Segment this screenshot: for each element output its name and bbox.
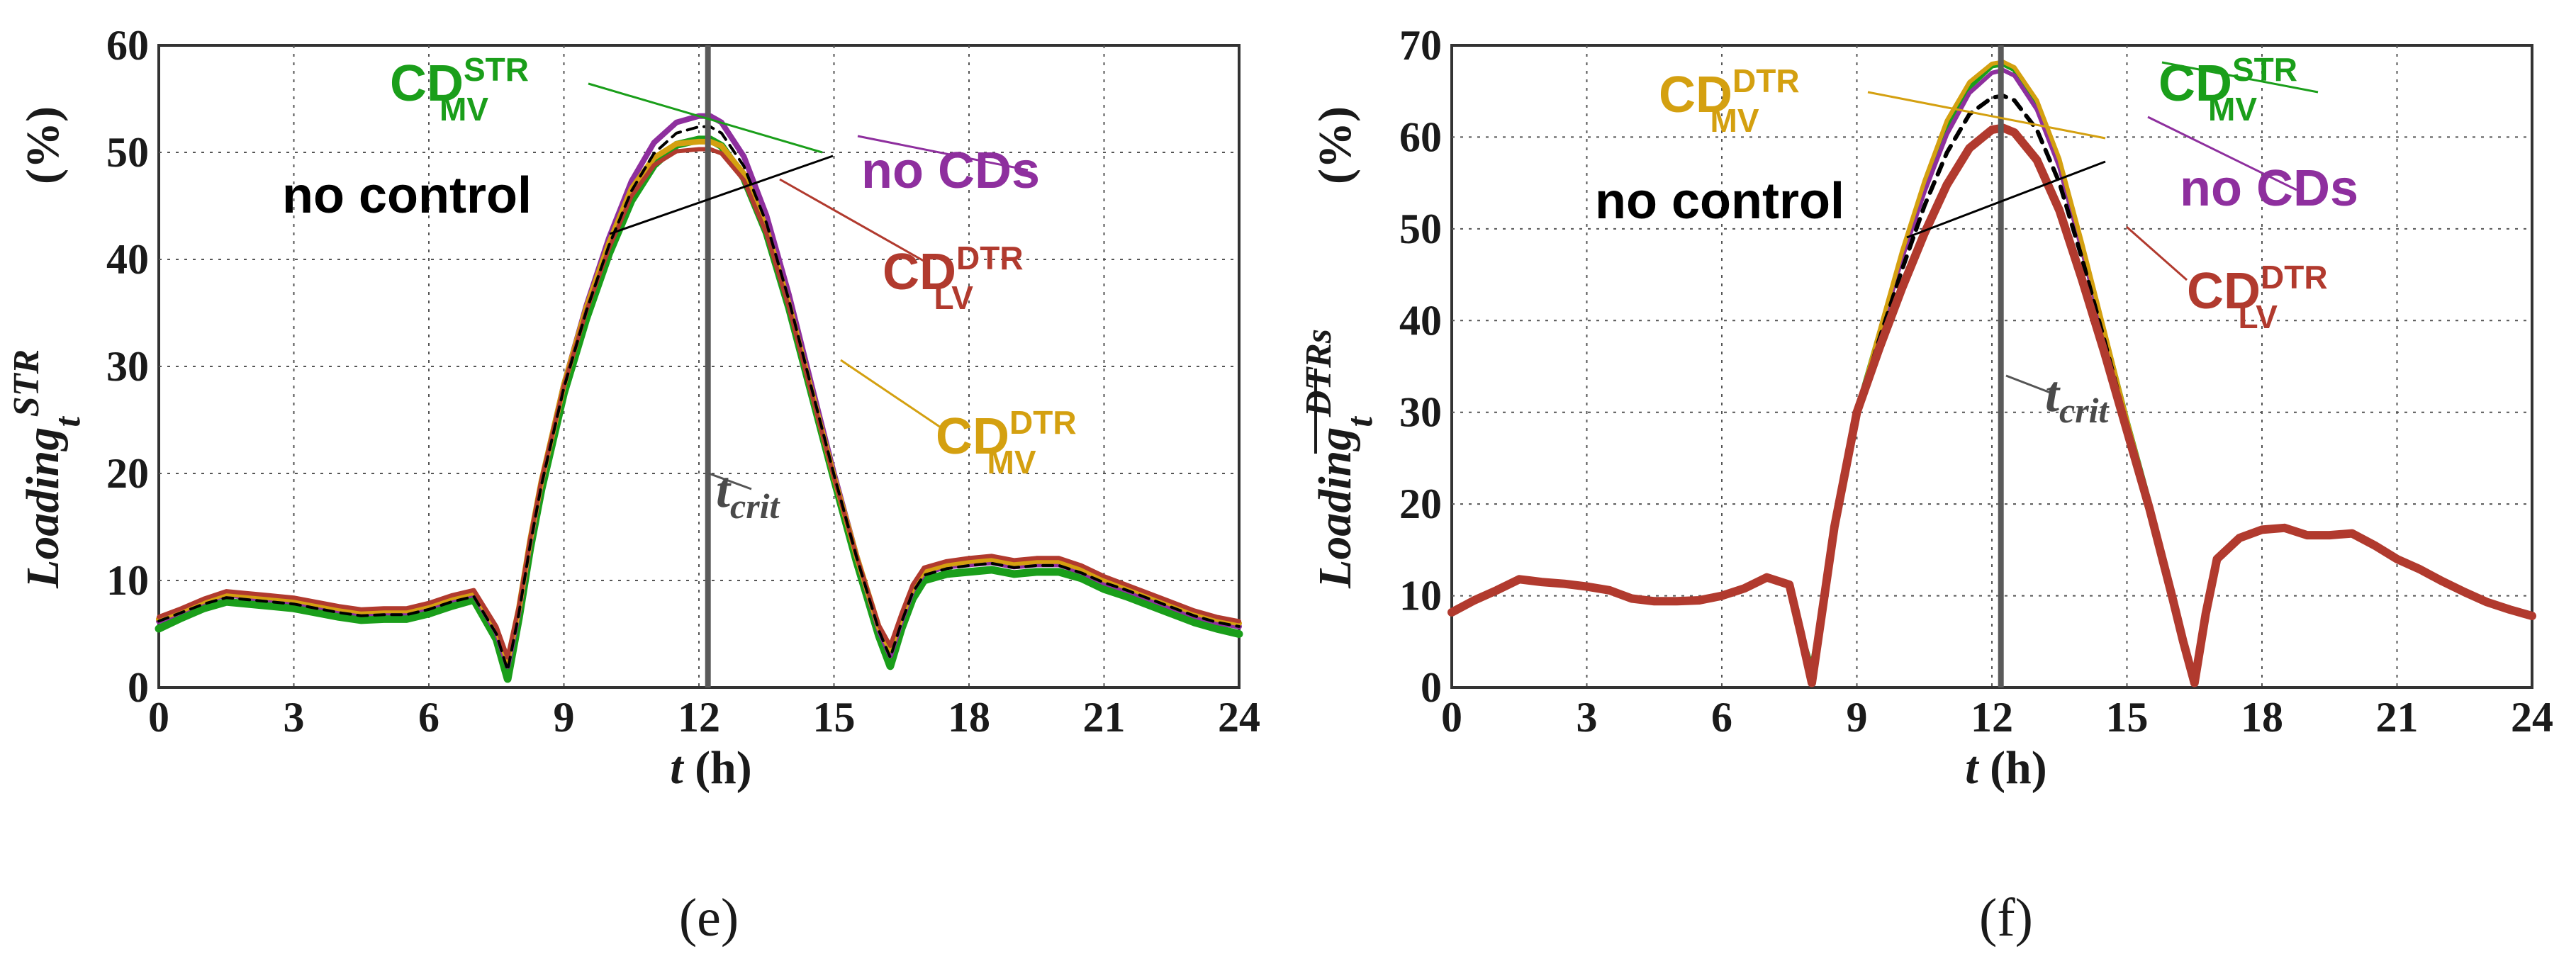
x-tick-label: 15 <box>813 694 856 741</box>
series-line-cd-lv-dtr <box>157 147 1241 660</box>
x-tick-label: 18 <box>948 694 990 741</box>
annotation-sub: MV <box>987 444 1036 481</box>
annotation-sup: DTR <box>2261 259 2328 296</box>
annotation-base: CD <box>2187 263 2261 320</box>
x-tick-label: 21 <box>1083 694 1126 741</box>
annotation-text: no CDs <box>861 142 1040 199</box>
annotation-sub: LV <box>2239 298 2278 335</box>
panel-label-f: (f) <box>1979 888 2033 948</box>
x-tick-label: 0 <box>148 694 169 741</box>
svg-text:tcrit: tcrit <box>716 461 781 526</box>
x-axis-label: t (h) <box>670 742 752 794</box>
x-tick-label: 3 <box>1577 694 1598 741</box>
annotation-text: no CDs <box>2180 160 2358 217</box>
x-tick-label: 24 <box>2511 694 2553 741</box>
x-tick-label: 6 <box>1711 694 1732 741</box>
annotation-cd-mv-str: CDSTR MV <box>390 51 823 154</box>
annotation-text: no control <box>282 167 532 224</box>
annotation-text: no control <box>1595 173 1844 230</box>
x-tick-label: 21 <box>2376 694 2419 741</box>
annotation-sub: MV <box>1710 102 1759 139</box>
y-tick-label: 40 <box>1399 297 1442 344</box>
annotation-base: CD <box>390 55 464 112</box>
annotation-t-crit: tcrit <box>2005 366 2110 430</box>
y-tick-label: 0 <box>128 664 149 711</box>
grid-lines <box>159 45 1239 688</box>
x-tick-label: 9 <box>554 694 575 741</box>
annotation-base: CD <box>2158 55 2232 112</box>
y-axis-label: LoadingtSTR <box>6 349 88 589</box>
x-tick-label: 12 <box>678 694 720 741</box>
x-tick-label: 3 <box>284 694 305 741</box>
annotation-sub: MV <box>439 91 488 128</box>
y-tick-label: 40 <box>106 236 149 283</box>
annotation-cd-mv-dtr: CDDTR MV <box>1659 62 2106 140</box>
x-tick-label: 18 <box>2241 694 2283 741</box>
annotation-cd-mv-str: CDSTR MV <box>2158 51 2319 128</box>
series-line-cd-lv-dtr <box>1447 123 2536 688</box>
annotation-no-control: no control <box>1595 160 2106 239</box>
y-tick-label: 10 <box>106 557 149 604</box>
y-tick-label: 50 <box>106 129 149 176</box>
annotation-no-control: no control <box>282 155 834 235</box>
x-tick-label: 0 <box>1441 694 1462 741</box>
data-series <box>1447 60 2536 688</box>
panel-label-e: (e) <box>679 888 739 948</box>
y-tick-label: 60 <box>106 22 149 69</box>
t-crit-sub: crit <box>730 486 781 526</box>
y-tick-label: 30 <box>106 343 149 390</box>
annotation-cd-lv-dtr: CDDTR LV <box>2126 225 2328 335</box>
y-axis-unit: (%) <box>1309 106 1361 184</box>
x-tick-label: 12 <box>1971 694 2013 741</box>
annotation-cd-mv-dtr: CDDTR MV <box>840 359 1077 481</box>
svg-text:tcrit: tcrit <box>2045 366 2110 430</box>
annotation-sup: DTR <box>1732 62 1800 99</box>
x-tick-label: 6 <box>418 694 439 741</box>
annotation-t-crit: tcrit <box>708 461 781 526</box>
x-tick-label: 9 <box>1847 694 1868 741</box>
annotation-base: CD <box>936 408 1009 465</box>
y-tick-label: 30 <box>1399 389 1442 436</box>
x-axis-label: t (h) <box>1965 742 2047 794</box>
annotation-sup: DTR <box>1009 404 1077 441</box>
annotation-sub: MV <box>2208 91 2257 128</box>
annotation-cd-lv-dtr: CDDTR LV <box>779 178 1024 316</box>
series-line-no-control <box>157 125 1241 672</box>
y-axis-label: LoadingtDTRs <box>1299 329 1380 589</box>
annotation-sup: STR <box>464 51 529 88</box>
y-tick-label: 10 <box>1399 573 1442 619</box>
annotation-base: CD <box>883 244 956 301</box>
y-tick-label: 70 <box>1399 22 1442 69</box>
tick-labels: 0 3 6 9 12 15 18 21 24 0 10 20 30 40 50 60 70 <box>1399 22 2553 741</box>
annotation-no-cds: no CDs <box>857 135 1040 199</box>
y-tick-label: 50 <box>1399 206 1442 252</box>
y-tick-label: 0 <box>1421 664 1442 711</box>
data-series <box>155 113 1243 683</box>
plot-area-frame <box>1450 44 2533 689</box>
y-axis-unit: (%) <box>17 106 69 184</box>
annotation-sup: DTR <box>956 240 1024 276</box>
x-tick-label: 24 <box>1218 694 1260 741</box>
annotation-base: CD <box>1659 67 1732 123</box>
x-tick-label: 15 <box>2106 694 2149 741</box>
annotation-sup: STR <box>2232 51 2297 88</box>
y-tick-label: 60 <box>1399 113 1442 160</box>
annotation-no-cds: no CDs <box>2147 116 2358 217</box>
y-tick-label: 20 <box>106 450 149 497</box>
t-crit-sub: crit <box>2059 391 2110 430</box>
tick-labels: 0 3 6 9 12 15 18 21 24 0 10 20 30 40 50 60 <box>106 22 1260 741</box>
t-crit-base: t <box>2045 366 2061 422</box>
annotation-sub: LV <box>934 279 974 316</box>
t-crit-base: t <box>716 461 732 518</box>
y-tick-label: 20 <box>1399 481 1442 527</box>
